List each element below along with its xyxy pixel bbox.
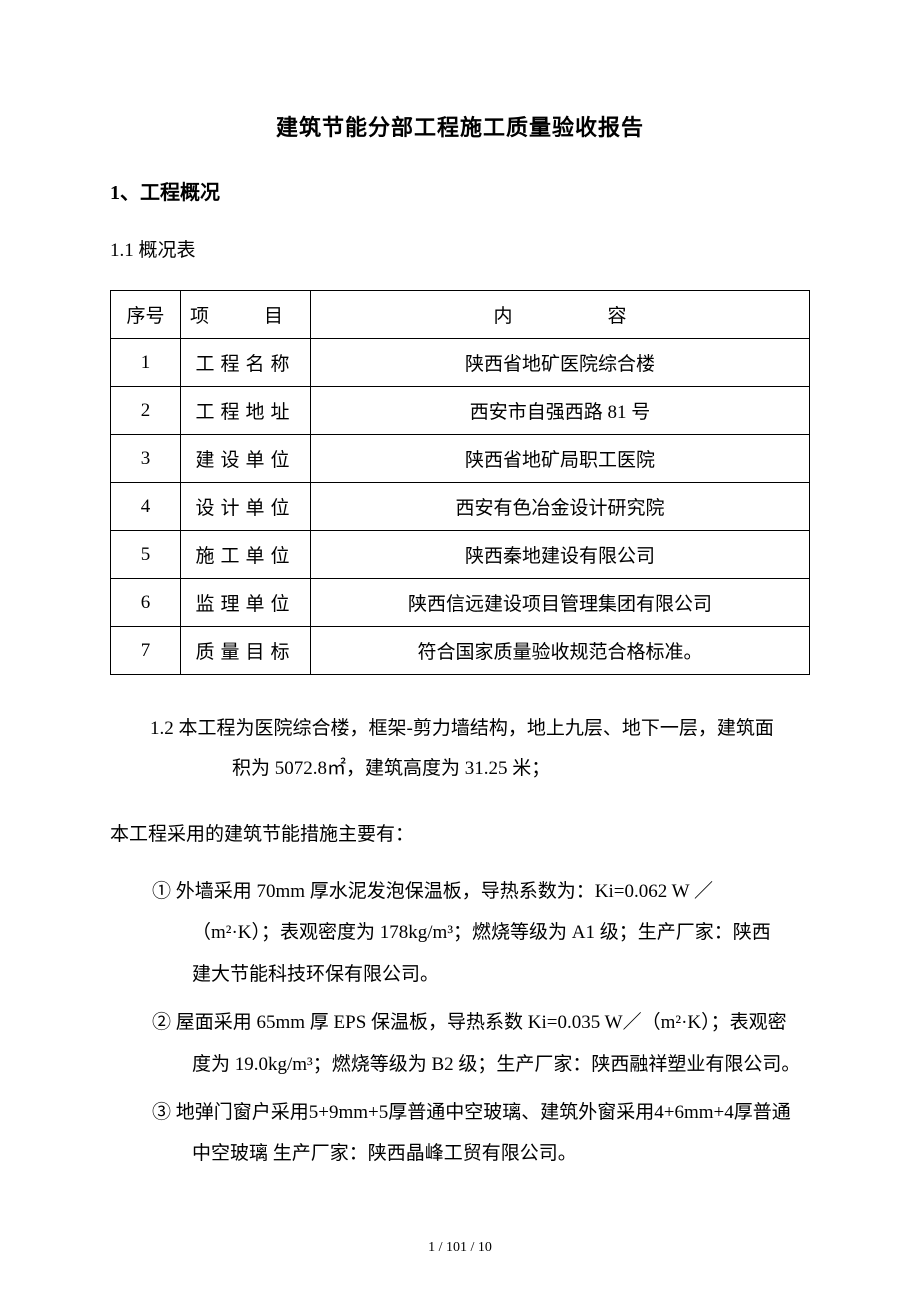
text-line: 度为 19.0kg/m³；燃烧等级为 B2 级；生产厂家：陕西融祥塑业有限公司。 — [152, 1044, 810, 1086]
text-line: ② 屋面采用 65mm 厚 EPS 保温板，导热系数 Ki=0.035 W／（m… — [152, 1012, 787, 1033]
table-row: 1 工程名称 陕西省地矿医院综合楼 — [111, 339, 810, 387]
text-line: ① 外墙采用 70mm 厚水泥发泡保温板，导热系数为：Ki=0.062 W ／ — [152, 881, 713, 902]
text-line: 建大节能科技环保有限公司。 — [152, 954, 810, 996]
table-row: 3 建设单位 陕西省地矿局职工医院 — [111, 435, 810, 483]
measures-lead: 本工程采用的建筑节能措施主要有： — [110, 815, 810, 855]
th-content: 内 容 — [311, 291, 810, 339]
cell-seq: 1 — [111, 339, 181, 387]
th-seq: 序号 — [111, 291, 181, 339]
table-row: 4 设计单位 西安有色冶金设计研究院 — [111, 483, 810, 531]
cell-content: 陕西信远建设项目管理集团有限公司 — [311, 579, 810, 627]
cell-content: 陕西秦地建设有限公司 — [311, 531, 810, 579]
cell-seq: 7 — [111, 627, 181, 675]
page-footer: 1 / 101 / 10 — [0, 1240, 920, 1256]
cell-seq: 5 — [111, 531, 181, 579]
overview-table: 序号 项 目 内 容 1 工程名称 陕西省地矿医院综合楼 2 工程地址 西安市自… — [110, 290, 810, 675]
cell-seq: 3 — [111, 435, 181, 483]
cell-seq: 2 — [111, 387, 181, 435]
cell-item: 质量目标 — [181, 627, 311, 675]
measure-item-1: ① 外墙采用 70mm 厚水泥发泡保温板，导热系数为：Ki=0.062 W ／ … — [110, 871, 810, 996]
cell-content: 陕西省地矿医院综合楼 — [311, 339, 810, 387]
text-line: 积为 5072.8㎡，建筑高度为 31.25 米； — [150, 749, 810, 789]
text-line: ③ 地弹门窗户采用5+9mm+5厚普通中空玻璃、建筑外窗采用4+6mm+4厚普通 — [152, 1102, 791, 1123]
measure-item-3: ③ 地弹门窗户采用5+9mm+5厚普通中空玻璃、建筑外窗采用4+6mm+4厚普通… — [110, 1092, 810, 1176]
cell-seq: 6 — [111, 579, 181, 627]
text-line: （m²·K）；表观密度为 178kg/m³；燃烧等级为 A1 级；生产厂家：陕西 — [152, 912, 810, 954]
table-header-row: 序号 项 目 内 容 — [111, 291, 810, 339]
table-row: 5 施工单位 陕西秦地建设有限公司 — [111, 531, 810, 579]
table-row: 7 质量目标 符合国家质量验收规范合格标准。 — [111, 627, 810, 675]
section-1-heading: 1、工程概况 — [110, 176, 810, 205]
cell-item: 工程地址 — [181, 387, 311, 435]
measure-item-2: ② 屋面采用 65mm 厚 EPS 保温板，导热系数 Ki=0.035 W／（m… — [110, 1002, 810, 1086]
text-line: 中空玻璃 生产厂家：陕西晶峰工贸有限公司。 — [152, 1133, 810, 1175]
subsection-1-2: 1.2 本工程为医院综合楼，框架-剪力墙结构，地上九层、地下一层，建筑面 积为 … — [110, 709, 810, 789]
subsection-1-1: 1.1 概况表 — [110, 235, 810, 262]
table-row: 6 监理单位 陕西信远建设项目管理集团有限公司 — [111, 579, 810, 627]
cell-item: 设计单位 — [181, 483, 311, 531]
cell-content: 符合国家质量验收规范合格标准。 — [311, 627, 810, 675]
cell-item: 建设单位 — [181, 435, 311, 483]
th-item: 项 目 — [181, 291, 311, 339]
cell-item: 工程名称 — [181, 339, 311, 387]
cell-seq: 4 — [111, 483, 181, 531]
cell-content: 陕西省地矿局职工医院 — [311, 435, 810, 483]
cell-item: 施工单位 — [181, 531, 311, 579]
table-row: 2 工程地址 西安市自强西路 81 号 — [111, 387, 810, 435]
cell-content: 西安市自强西路 81 号 — [311, 387, 810, 435]
text-line: 1.2 本工程为医院综合楼，框架-剪力墙结构，地上九层、地下一层，建筑面 — [150, 718, 774, 739]
page-title: 建筑节能分部工程施工质量验收报告 — [110, 110, 810, 142]
cell-item: 监理单位 — [181, 579, 311, 627]
cell-content: 西安有色冶金设计研究院 — [311, 483, 810, 531]
